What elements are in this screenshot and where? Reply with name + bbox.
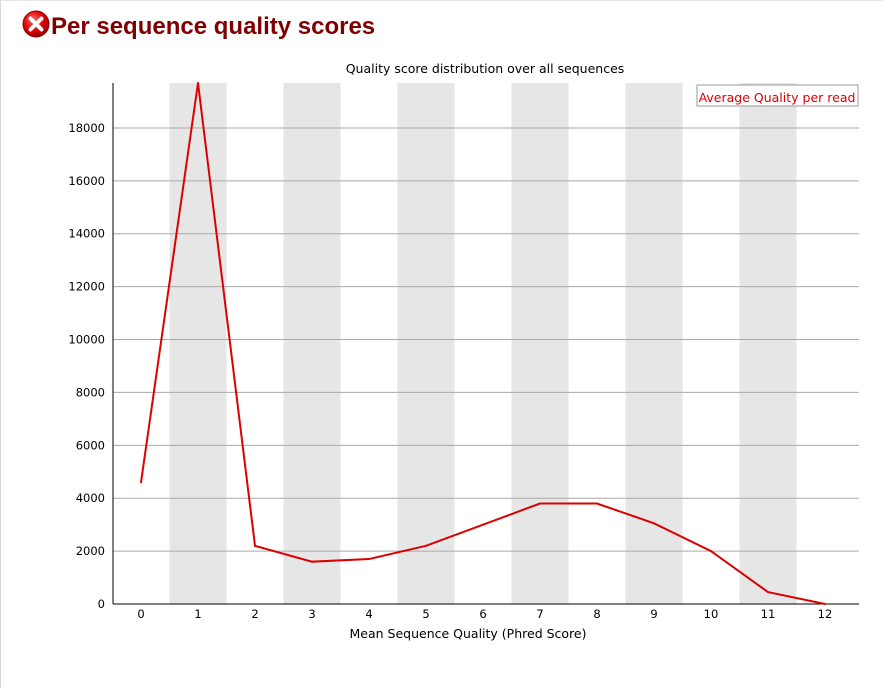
x-tick-label: 1	[194, 607, 201, 621]
data-point	[824, 603, 826, 605]
category-band	[739, 83, 797, 604]
x-tick-label: 7	[536, 607, 543, 621]
y-tick-label: 2000	[76, 544, 105, 558]
legend-box	[696, 84, 859, 107]
x-tick-label: 5	[422, 607, 429, 621]
legend: Average Quality per read	[696, 84, 859, 107]
data-point	[140, 481, 142, 484]
data-point	[368, 558, 370, 561]
category-band	[283, 83, 341, 604]
category-band	[625, 83, 683, 604]
legend-label: Average Quality per read	[699, 90, 856, 105]
y-tick-label: 18000	[68, 121, 105, 135]
x-tick-label: 9	[650, 607, 657, 621]
y-tick-label: 6000	[76, 438, 105, 452]
page-title: Per sequence quality scores	[51, 12, 376, 40]
category-band	[511, 83, 569, 604]
series-line-average-quality	[140, 82, 826, 605]
x-tick-label: 3	[308, 607, 315, 621]
data-point	[482, 523, 484, 526]
x-tick-label: 10	[704, 607, 719, 621]
data-point	[311, 560, 313, 563]
data-point	[710, 550, 712, 553]
y-tick-label: 10000	[68, 333, 105, 347]
x-axis-label: Mean Sequence Quality (Phred Score)	[350, 626, 587, 641]
y-tick-label: 0	[98, 597, 105, 611]
error-cross-icon	[22, 10, 50, 38]
data-point	[254, 544, 256, 547]
x-tick-label: 8	[593, 607, 600, 621]
chart-title: Quality score distribution over all sequ…	[346, 61, 625, 76]
x-tick-label: 11	[761, 607, 776, 621]
y-tick-label: 8000	[76, 385, 105, 399]
data-point	[425, 544, 427, 547]
module-header: Per sequence quality scores	[21, 7, 375, 43]
data-point	[539, 502, 541, 505]
x-tick-label: 6	[479, 607, 486, 621]
x-tick-label: 4	[365, 607, 372, 621]
y-tick-label: 4000	[76, 491, 105, 505]
category-band	[169, 83, 227, 604]
data-point	[197, 82, 199, 84]
data-point	[653, 522, 655, 525]
x-tick-label: 2	[251, 607, 258, 621]
y-tick-label: 12000	[68, 280, 105, 294]
category-band	[397, 83, 455, 604]
y-tick-label: 16000	[68, 174, 105, 188]
data-point	[596, 502, 598, 505]
x-tick-label: 0	[137, 607, 144, 621]
x-tick-label: 12	[818, 607, 833, 621]
y-tick-label: 14000	[68, 227, 105, 241]
data-point	[767, 591, 769, 594]
